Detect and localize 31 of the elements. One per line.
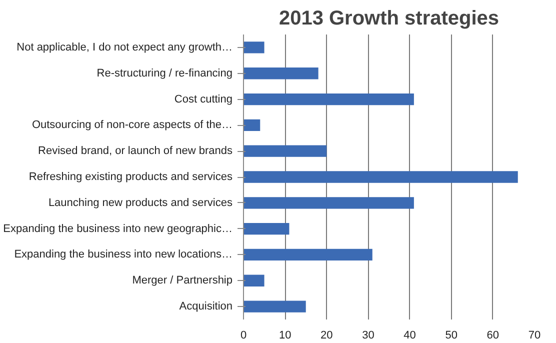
bar	[244, 93, 414, 106]
bar	[244, 274, 264, 286]
x-tick-label: 20	[320, 330, 333, 342]
y-tick-label: Acquisition	[179, 300, 233, 313]
chart-title: 2013 Growth strategies	[278, 8, 500, 30]
y-tick-label: Launching new products and services	[48, 196, 233, 209]
x-tick-label: 40	[404, 330, 416, 342]
y-tick-label: Cost cutting	[174, 93, 233, 106]
bar	[244, 197, 414, 209]
bar	[244, 119, 260, 132]
x-tick-label: 30	[362, 330, 374, 342]
bar	[244, 68, 318, 80]
bar	[244, 300, 306, 312]
x-tick-label: 50	[445, 330, 458, 342]
bar	[244, 222, 290, 235]
bar	[244, 42, 264, 54]
y-tick-label: Revised brand, or launch of new brands	[38, 145, 233, 158]
y-tick-label: Expanding the business into new locations…	[14, 248, 233, 261]
x-tick-label: 0	[240, 330, 247, 342]
bar	[244, 248, 372, 261]
y-tick-label: Re-structuring / re-financing	[96, 67, 233, 80]
x-tick-label: 70	[528, 330, 541, 342]
bar	[244, 171, 518, 183]
x-tick-label: 10	[278, 330, 292, 342]
y-tick-label: Expanding the business into new geographic…	[3, 222, 233, 235]
bar	[244, 145, 327, 157]
x-tick-label: 60	[486, 330, 500, 342]
y-tick-label: Outsourcing of non-core aspects of the…	[32, 119, 233, 132]
y-tick-label: Refreshing existing products and services	[28, 171, 233, 183]
y-tick-label: Merger / Partnership	[132, 274, 233, 287]
y-tick-label: Not applicable, I do not expect any growth…	[16, 41, 233, 54]
